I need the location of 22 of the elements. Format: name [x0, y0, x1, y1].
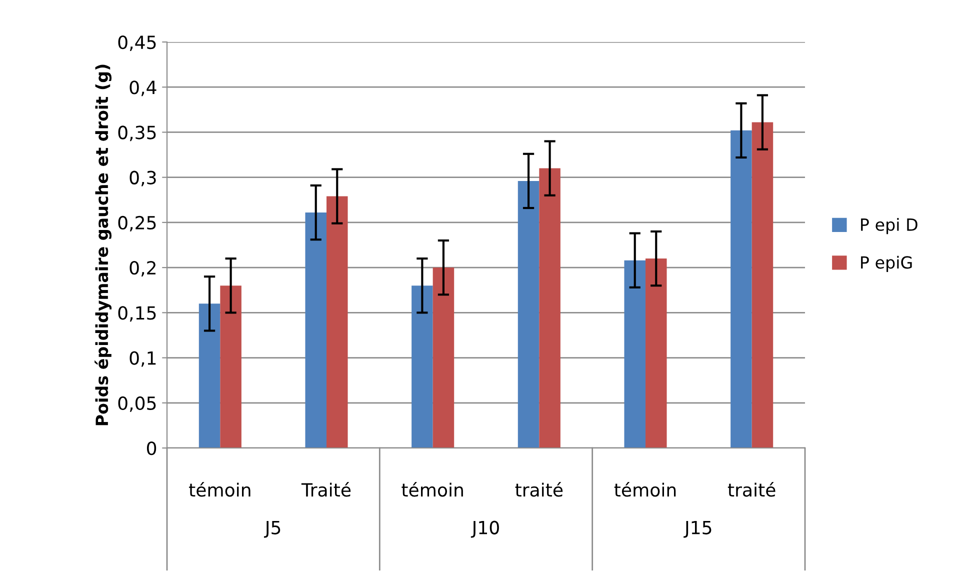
legend-label: P epiG — [861, 256, 912, 272]
x-tick-label: traité — [515, 482, 563, 497]
y-tick-label: 0 — [146, 441, 156, 456]
text: J5 — [264, 521, 280, 538]
y-tick-label: 0,45 — [118, 35, 156, 51]
y-tick-label: 0,3 — [130, 170, 156, 186]
y-tick-label: 0,05 — [118, 396, 156, 412]
y-tick-label: 0,35 — [118, 126, 156, 142]
y-tick-label: 0,25 — [118, 216, 156, 232]
x-tick-label: témoin — [189, 482, 250, 497]
text: J15 — [684, 521, 712, 538]
y-tick-label: 0,1 — [130, 351, 156, 367]
text: J10 — [470, 520, 499, 538]
y-tick-label: 0,2 — [130, 261, 156, 277]
y-tick-label: 0,4 — [130, 80, 156, 96]
y-axis-title: Poids épididymaire gauche et droit (g) — [94, 64, 112, 426]
x-tick-label: traité — [728, 482, 776, 497]
y-tick-label: 0,15 — [118, 306, 156, 322]
legend-label: P epi D — [861, 218, 918, 234]
x-tick-label: Traité — [301, 482, 351, 497]
x-tick-label: témoin — [402, 482, 463, 497]
x-tick-label: témoin — [614, 482, 676, 497]
